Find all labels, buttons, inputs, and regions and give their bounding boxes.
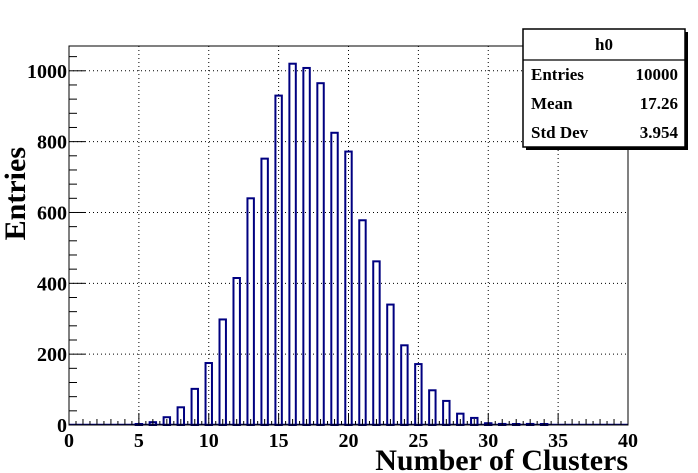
stats-title: h0 — [595, 35, 613, 54]
y-tick-label: 200 — [37, 344, 67, 366]
stats-entries-label: Entries — [531, 65, 584, 84]
y-tick-label: 600 — [37, 202, 67, 224]
stats-box-frame — [522, 28, 686, 148]
y-tick-label: 1000 — [27, 61, 67, 83]
x-tick-label: 0 — [64, 430, 74, 452]
x-tick-label: 20 — [339, 430, 359, 452]
y-tick-labels: 0 200 400 600 800 1000 — [27, 61, 67, 437]
y-tick-label: 800 — [37, 132, 67, 154]
stats-stddev-value: 3.954 — [640, 123, 679, 142]
x-tick-label: 35 — [548, 430, 568, 452]
x-tick-label: 15 — [269, 430, 289, 452]
x-tick-label: 5 — [134, 430, 144, 452]
histogram-bars — [69, 62, 628, 427]
y-axis-title: Entries — [0, 147, 32, 240]
y-tick-label: 0 — [57, 415, 67, 437]
stats-entries-value: 10000 — [636, 65, 679, 84]
x-tick-label: 10 — [199, 430, 219, 452]
y-tick-label: 400 — [37, 273, 67, 295]
stats-mean-label: Mean — [531, 94, 573, 113]
x-axis-title: Number of Clusters — [375, 444, 628, 473]
stats-stddev-label: Std Dev — [531, 123, 589, 142]
x-tick-label: 25 — [408, 430, 428, 452]
x-tick-label: 30 — [478, 430, 498, 452]
x-tick-label: 40 — [618, 430, 638, 452]
stats-mean-value: 17.26 — [640, 94, 678, 113]
stats-box: h0 Entries 10000 Mean 17.26 Std Dev 3.95… — [522, 28, 688, 150]
x-tick-labels: 0 5 10 15 20 25 30 35 40 — [64, 430, 638, 452]
axis-ticks — [68, 56, 629, 426]
